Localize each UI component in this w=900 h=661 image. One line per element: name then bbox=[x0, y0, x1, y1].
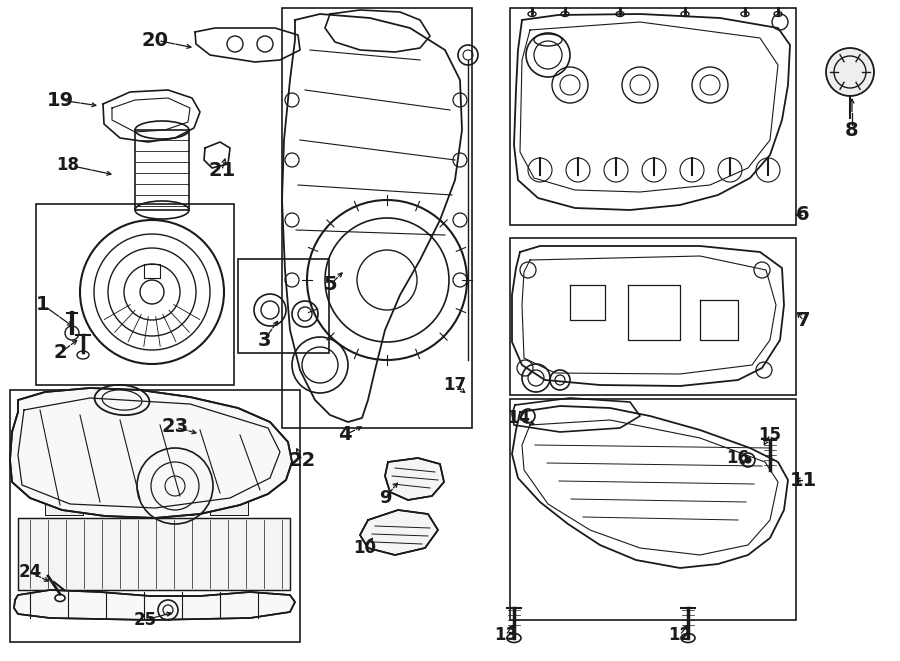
Text: 9: 9 bbox=[379, 489, 392, 507]
Bar bbox=[135, 130, 189, 210]
Bar bbox=[510, 238, 796, 395]
Text: 20: 20 bbox=[141, 30, 168, 50]
Polygon shape bbox=[360, 510, 438, 555]
Polygon shape bbox=[14, 590, 295, 620]
Text: 15: 15 bbox=[759, 426, 781, 444]
Text: 16: 16 bbox=[726, 449, 750, 467]
Polygon shape bbox=[385, 458, 444, 500]
Text: 18: 18 bbox=[57, 156, 79, 174]
Text: 23: 23 bbox=[161, 418, 189, 436]
Text: 17: 17 bbox=[444, 376, 466, 394]
Bar bbox=[210, 430, 248, 515]
Bar bbox=[155, 430, 193, 515]
Text: 6: 6 bbox=[796, 206, 810, 225]
Bar bbox=[510, 399, 796, 620]
Text: 12: 12 bbox=[669, 626, 691, 644]
Text: 19: 19 bbox=[47, 91, 74, 110]
Bar bbox=[10, 390, 300, 642]
Text: 21: 21 bbox=[209, 161, 236, 180]
Text: 13: 13 bbox=[494, 626, 518, 644]
Bar bbox=[100, 430, 138, 515]
Bar bbox=[18, 518, 290, 590]
Bar bbox=[510, 8, 796, 225]
Text: 24: 24 bbox=[18, 563, 41, 581]
Bar bbox=[100, 430, 138, 515]
Text: 22: 22 bbox=[288, 451, 316, 469]
Circle shape bbox=[826, 48, 874, 96]
Polygon shape bbox=[10, 388, 292, 518]
Text: 25: 25 bbox=[133, 611, 157, 629]
Bar bbox=[18, 518, 290, 590]
Text: 2: 2 bbox=[53, 344, 67, 362]
Text: 11: 11 bbox=[789, 471, 816, 490]
Text: 14: 14 bbox=[508, 409, 531, 427]
Bar bbox=[36, 204, 234, 385]
Bar bbox=[210, 430, 248, 515]
Bar bbox=[45, 430, 83, 515]
Bar bbox=[45, 430, 83, 515]
Text: 3: 3 bbox=[257, 330, 271, 350]
Bar bbox=[238, 259, 329, 353]
Circle shape bbox=[745, 457, 751, 463]
Text: 10: 10 bbox=[354, 539, 376, 557]
Text: 5: 5 bbox=[323, 276, 337, 295]
Bar bbox=[282, 8, 472, 428]
Text: 8: 8 bbox=[845, 120, 859, 139]
Text: 4: 4 bbox=[338, 426, 352, 444]
Text: 1: 1 bbox=[36, 295, 50, 315]
Text: 7: 7 bbox=[796, 311, 810, 329]
Bar bbox=[155, 430, 193, 515]
